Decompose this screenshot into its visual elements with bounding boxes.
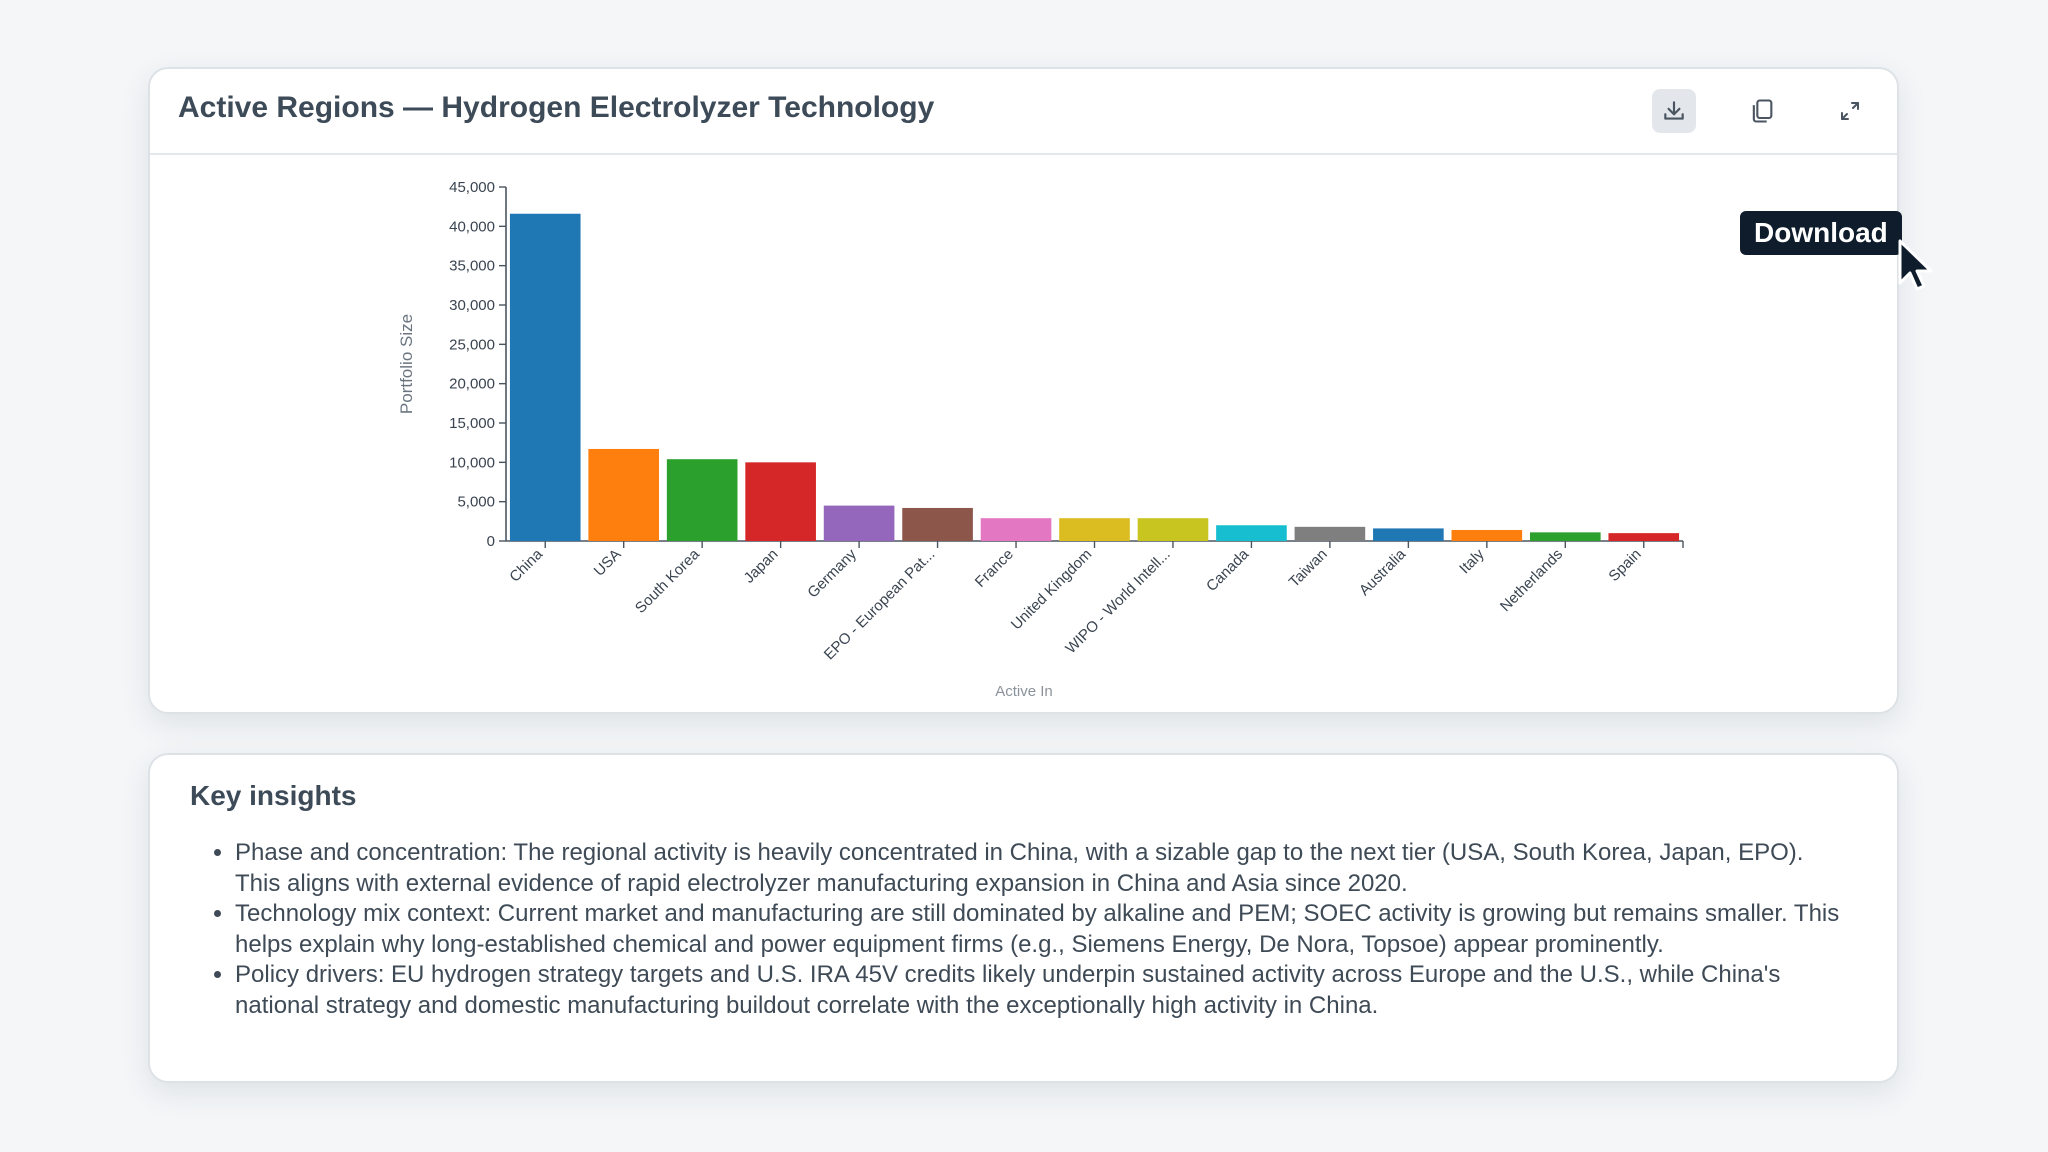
x-tick-label: Canada (1203, 545, 1253, 595)
x-tick-label: China (506, 545, 546, 585)
bar (980, 518, 1052, 541)
copy-icon (1752, 99, 1773, 123)
copy-button[interactable] (1740, 89, 1784, 133)
insight-item: Phase and concentration: The regional ac… (235, 838, 1850, 899)
mouse-pointer-icon (1898, 239, 1933, 291)
x-tick-label: Spain (1605, 546, 1644, 585)
bar (509, 213, 581, 541)
x-tick-label: Japan (741, 546, 782, 587)
chart-card: Active Regions — Hydrogen Electrolyzer T… (148, 67, 1933, 714)
expand-icon (1841, 102, 1859, 120)
y-tick-label: 40,000 (449, 218, 495, 235)
y-tick-label: 10,000 (449, 454, 495, 471)
bar (1294, 526, 1366, 541)
y-tick-label: 15,000 (449, 415, 495, 432)
bar (823, 505, 895, 541)
download-button[interactable] (1652, 89, 1696, 133)
y-tick-label: 0 (487, 533, 495, 550)
y-tick-label: 20,000 (449, 376, 495, 393)
chart-title: Active Regions — Hydrogen Electrolyzer T… (178, 91, 935, 124)
y-tick-label: 35,000 (449, 258, 495, 275)
insights-list: Phase and concentration: The regional ac… (190, 838, 1850, 1021)
bar (902, 507, 973, 541)
bar (1059, 518, 1130, 541)
bar (1373, 528, 1444, 541)
x-tick-label: Netherlands (1497, 546, 1566, 615)
y-tick-label: 5,000 (457, 494, 495, 511)
x-tick-label: Australia (1356, 545, 1410, 599)
y-tick-label: 25,000 (449, 336, 495, 353)
x-tick-label: Italy (1456, 545, 1488, 577)
x-tick-label: USA (591, 546, 625, 580)
download-icon (1664, 101, 1684, 120)
x-tick-label: United Kingdom (1008, 546, 1095, 633)
x-tick-label: Germany (804, 545, 860, 601)
insight-item: Technology mix context: Current market a… (235, 899, 1850, 960)
expand-button[interactable] (1828, 89, 1872, 133)
insights-title: Key insights (190, 780, 357, 811)
bar (666, 459, 738, 541)
y-tick-label: 45,000 (449, 179, 495, 196)
y-axis-title: Portfolio Size (397, 314, 416, 414)
chart-card-header: Active Regions — Hydrogen Electrolyzer T… (150, 69, 1897, 155)
x-tick-label: Taiwan (1286, 546, 1331, 591)
bar-chart: 0 5,000 10,000 15,000 20,000 25,000 30,000 35,0… (397, 179, 1684, 700)
bar (1137, 518, 1209, 541)
bar (1216, 525, 1287, 541)
bar (1529, 532, 1601, 541)
x-axis-title: Active In (995, 683, 1053, 700)
y-tick-label: 30,000 (449, 297, 495, 314)
insight-item: Policy drivers: EU hydrogen strategy tar… (235, 960, 1850, 1021)
bar (745, 462, 816, 541)
download-tooltip: Download (1740, 211, 1902, 255)
insights-card: Key insights Phase and concentration: Th… (148, 753, 1899, 1083)
x-tick-label: France (972, 546, 1017, 591)
bar (1608, 533, 1680, 541)
x-tick-label: South Korea (632, 545, 703, 616)
bar (588, 448, 660, 541)
bar (1451, 529, 1523, 541)
